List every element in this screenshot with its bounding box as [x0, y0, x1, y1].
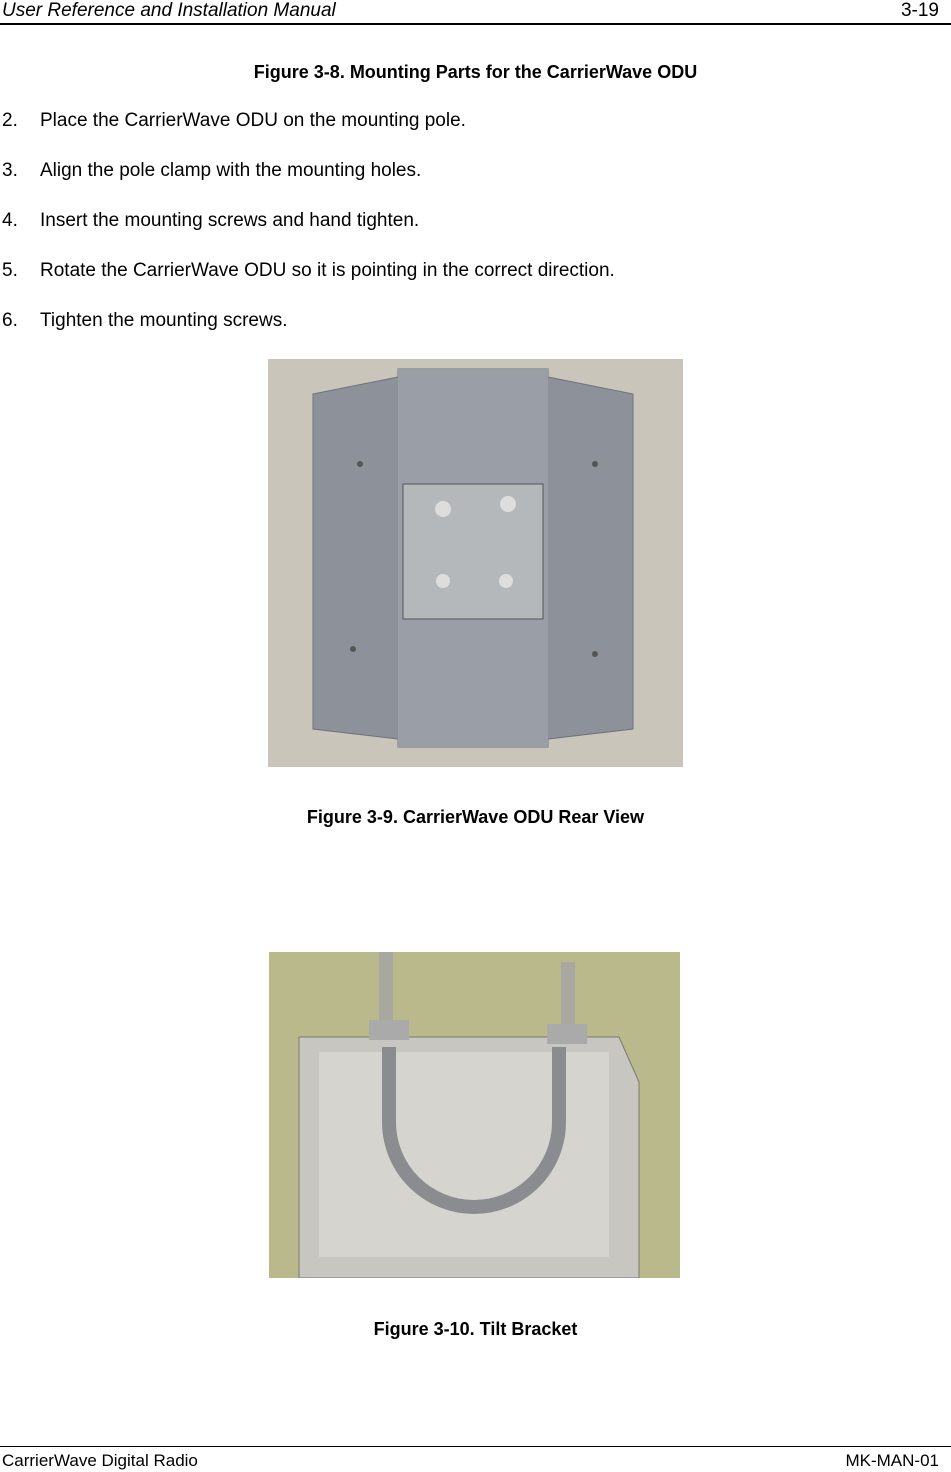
step-text: Insert the mounting screws and hand tigh… [40, 210, 420, 231]
footer-left: CarrierWave Digital Radio [2, 1451, 198, 1470]
step-number: 6. [2, 310, 18, 331]
caption: Figure 3-9. CarrierWave ODU Rear View [306, 807, 645, 827]
step-number: 2. [2, 110, 18, 131]
step-text: Tighten the mounting screws. [40, 310, 288, 331]
step-text: Place the CarrierWave ODU on the mountin… [40, 110, 466, 131]
photo-odu-rear [268, 359, 683, 767]
step-number: 4. [2, 210, 18, 231]
footer-right: MK-MAN-01 [845, 1451, 939, 1470]
page-number: 3-19 [900, 0, 939, 21]
header-title: User Reference and Installation Manual [2, 0, 336, 21]
step-text: Align the pole clamp with the mounting h… [40, 160, 422, 181]
caption: Figure 3-8. Mounting Parts for the Carri… [253, 62, 698, 82]
step-number: 3. [2, 160, 18, 181]
footer-rule [0, 1446, 951, 1447]
step-text: Rotate the CarrierWave ODU so it is poin… [40, 260, 615, 281]
photo-tilt-bracket [269, 952, 680, 1278]
caption: Figure 3-10. Tilt Bracket [373, 1319, 578, 1339]
header-rule [0, 23, 951, 25]
step-number: 5. [2, 260, 18, 281]
